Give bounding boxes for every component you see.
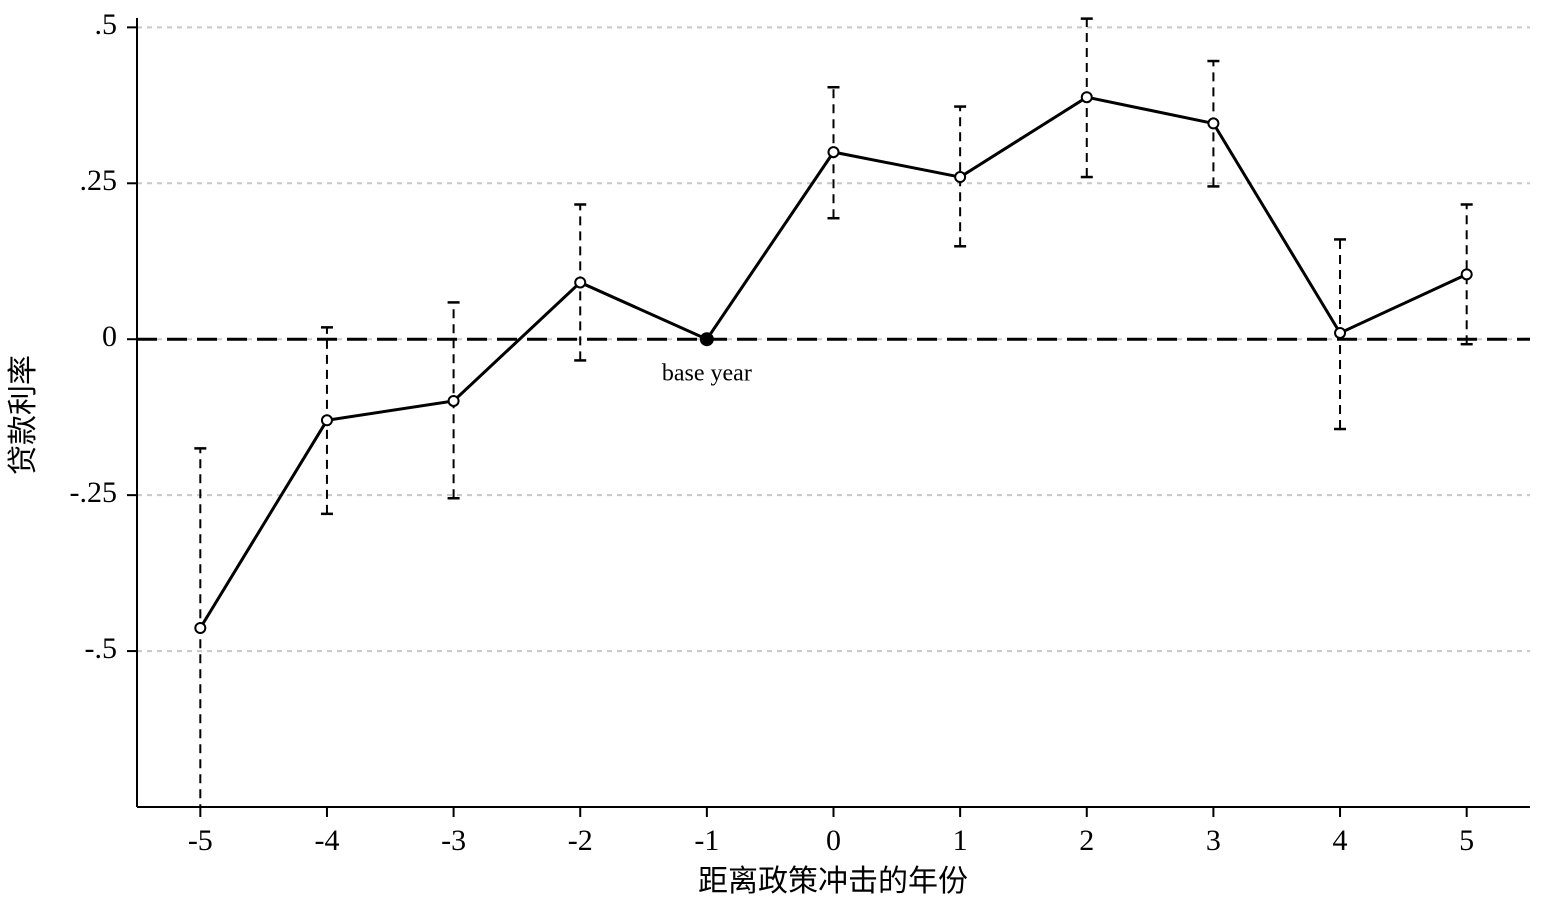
y-axis-label: 贷款利率 [7, 355, 40, 475]
x-tick-label: -3 [441, 824, 466, 857]
x-tick-label: -1 [694, 824, 719, 857]
x-tick-label: -4 [314, 824, 339, 857]
point [1334, 326, 1347, 339]
x-tick-label: 0 [826, 824, 841, 857]
point [1460, 268, 1473, 281]
point [447, 394, 460, 407]
point [574, 276, 587, 289]
x-axis-label: 距离政策冲击的年份 [698, 865, 968, 898]
x-tick-label: 5 [1459, 824, 1474, 857]
point [320, 414, 333, 427]
y-tick-label: .5 [95, 8, 118, 41]
x-tick-label: -2 [568, 824, 593, 857]
x-tick-label: 1 [953, 824, 968, 857]
y-tick-label: 0 [102, 320, 117, 353]
x-tick-label: 2 [1079, 824, 1094, 857]
x-tick-label: 3 [1206, 824, 1221, 857]
x-tick-label: -5 [188, 824, 213, 857]
annotation: base year [662, 361, 752, 387]
line [199, 95, 1468, 629]
y-tick-label: -.5 [85, 632, 118, 665]
point [699, 332, 714, 347]
x-tick-label: 4 [1333, 824, 1348, 857]
point [1207, 117, 1220, 130]
point [1080, 91, 1093, 104]
plot-area [194, 17, 1473, 807]
point [954, 171, 967, 184]
y-tick-label: .25 [80, 164, 118, 197]
y-tick-label: -.25 [70, 476, 118, 509]
point [827, 146, 840, 159]
point [194, 621, 207, 634]
